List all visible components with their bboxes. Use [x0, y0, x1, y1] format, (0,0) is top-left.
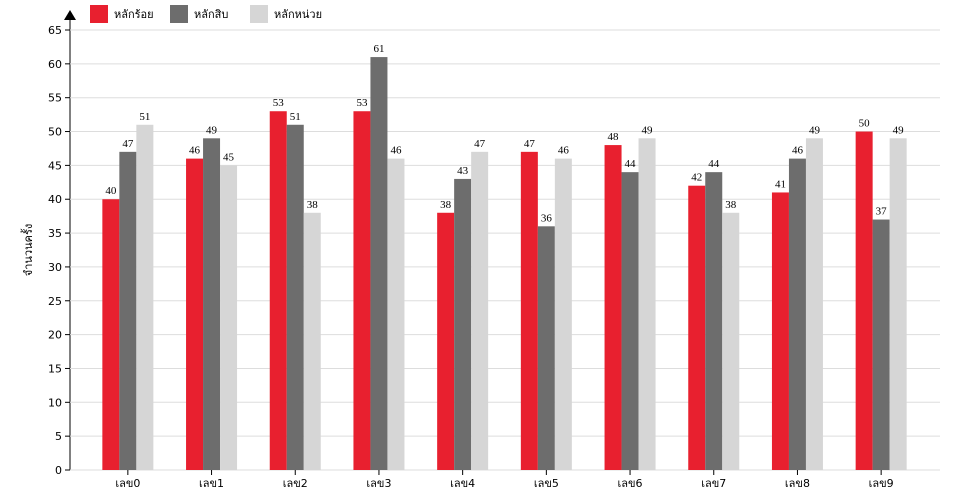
y-tick-label: 40 — [48, 193, 62, 206]
bar — [136, 124, 154, 471]
legend-swatch — [170, 5, 188, 23]
value-label: 44 — [708, 158, 720, 170]
bar — [520, 151, 538, 470]
bar — [537, 226, 555, 470]
value-label: 49 — [809, 124, 821, 136]
bar — [805, 138, 823, 471]
bar — [872, 219, 890, 470]
bar — [688, 185, 706, 470]
y-tick-label: 55 — [48, 92, 62, 105]
y-tick-label: 30 — [48, 261, 62, 274]
y-tick-label: 50 — [48, 126, 62, 139]
x-tick-label: เลข4 — [450, 477, 475, 490]
bar — [269, 111, 287, 470]
value-label: 53 — [273, 97, 285, 109]
legend-swatch — [250, 5, 268, 23]
bar — [705, 172, 723, 470]
bar — [889, 138, 907, 471]
bar — [119, 151, 137, 470]
y-tick-label: 0 — [55, 464, 62, 477]
value-label: 46 — [189, 145, 201, 157]
bar — [771, 192, 789, 470]
bar — [102, 199, 120, 470]
value-label: 45 — [223, 151, 235, 163]
value-label: 38 — [725, 199, 737, 211]
bar — [855, 131, 873, 471]
bar — [621, 172, 639, 470]
value-label: 36 — [541, 212, 553, 224]
x-tick-label: เลข5 — [534, 477, 559, 490]
bar — [220, 165, 238, 470]
bar — [370, 57, 388, 470]
bar — [186, 158, 204, 470]
x-tick-label: เลข7 — [701, 477, 726, 490]
value-label: 47 — [122, 138, 134, 150]
value-label: 37 — [876, 206, 888, 218]
value-label: 46 — [792, 145, 804, 157]
bar — [604, 145, 622, 471]
value-label: 49 — [642, 124, 654, 136]
y-axis-label: จำนวนครั้ง — [20, 224, 35, 276]
x-tick-label: เลข1 — [199, 477, 224, 490]
legend-swatch — [90, 5, 108, 23]
y-tick-label: 15 — [48, 362, 62, 375]
bar — [286, 124, 304, 471]
value-label: 41 — [775, 178, 786, 190]
legend-label: หลักหน่วย — [274, 8, 322, 21]
legend-label: หลักร้อย — [114, 8, 154, 21]
bar — [471, 151, 489, 470]
x-tick-label: เลข6 — [618, 477, 643, 490]
y-tick-label: 45 — [48, 159, 62, 172]
bar — [788, 158, 806, 470]
legend-label: หลักสิบ — [194, 8, 228, 21]
y-tick-label: 25 — [48, 295, 62, 308]
y-tick-label: 60 — [48, 58, 62, 71]
bar — [387, 158, 405, 470]
y-tick-label: 20 — [48, 329, 62, 342]
y-tick-label: 35 — [48, 227, 62, 240]
value-label: 47 — [524, 138, 536, 150]
y-tick-label: 10 — [48, 396, 62, 409]
value-label: 51 — [139, 111, 150, 123]
value-label: 40 — [105, 185, 117, 197]
x-tick-label: เลข9 — [869, 477, 894, 490]
y-tick-label: 5 — [55, 430, 62, 443]
value-label: 42 — [691, 172, 702, 184]
value-label: 38 — [440, 199, 452, 211]
value-label: 44 — [625, 158, 637, 170]
value-label: 51 — [290, 111, 301, 123]
bar — [638, 138, 656, 471]
y-tick-label: 65 — [48, 24, 62, 37]
value-label: 46 — [390, 145, 402, 157]
x-tick-label: เลข0 — [115, 477, 140, 490]
value-label: 49 — [206, 124, 218, 136]
value-label: 50 — [859, 118, 871, 130]
value-label: 47 — [474, 138, 486, 150]
value-label: 61 — [373, 43, 384, 55]
axis-arrow — [64, 10, 76, 20]
value-label: 43 — [457, 165, 469, 177]
bar — [454, 178, 472, 470]
bar — [722, 212, 740, 470]
value-label: 48 — [608, 131, 620, 143]
bar — [203, 138, 221, 471]
bar — [303, 212, 321, 470]
value-label: 46 — [558, 145, 570, 157]
x-tick-label: เลข2 — [283, 477, 308, 490]
x-tick-label: เลข8 — [785, 477, 810, 490]
value-label: 49 — [893, 124, 905, 136]
x-tick-label: เลข3 — [366, 477, 391, 490]
value-label: 38 — [307, 199, 319, 211]
bar — [437, 212, 455, 470]
bar — [353, 111, 371, 470]
value-label: 53 — [356, 97, 368, 109]
bar — [554, 158, 572, 470]
